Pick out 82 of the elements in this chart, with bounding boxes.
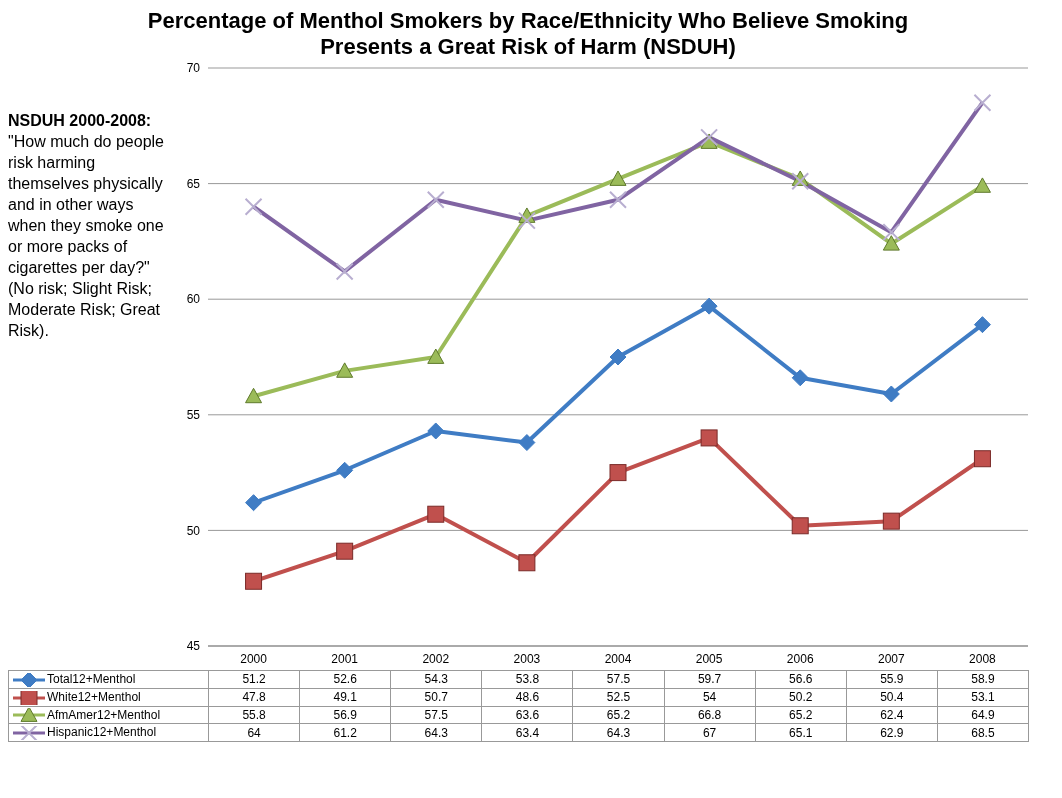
data-label: 57.5 bbox=[390, 706, 482, 724]
data-label: 64.3 bbox=[390, 723, 482, 742]
point bbox=[427, 505, 445, 523]
data-label: 53.1 bbox=[937, 688, 1029, 707]
point bbox=[882, 235, 900, 251]
point bbox=[336, 362, 354, 378]
data-label: 62.4 bbox=[846, 706, 938, 724]
data-label: 64.3 bbox=[572, 723, 665, 742]
point bbox=[609, 464, 627, 482]
point bbox=[882, 385, 900, 403]
data-label: 63.4 bbox=[481, 723, 573, 742]
legend-label: Hispanic12+Menthol bbox=[8, 723, 209, 742]
x-tick-label: 2006 bbox=[786, 651, 814, 666]
data-label: 56.6 bbox=[755, 670, 847, 689]
data-label: 65.2 bbox=[572, 706, 665, 724]
point bbox=[791, 517, 809, 535]
data-label: 53.8 bbox=[481, 670, 573, 689]
text: "How much do people risk harming themselves physically and in other ways when they smoke one or more packs of cigarettes per day?" (No risk; Slight Risk; Moderate Risk; Great Risk). bbox=[8, 133, 164, 339]
data-label: 64 bbox=[208, 723, 300, 742]
text: NSDUH 2000-2008: bbox=[8, 111, 153, 131]
point bbox=[973, 316, 991, 334]
y-tick-label: 65 bbox=[186, 176, 201, 191]
point bbox=[973, 177, 991, 193]
x-tick-label: 2000 bbox=[240, 651, 268, 666]
x-tick-label: 2008 bbox=[969, 651, 997, 666]
data-label: 58.9 bbox=[937, 670, 1029, 689]
data-label: 50.7 bbox=[390, 688, 482, 707]
point bbox=[609, 170, 627, 186]
data-label: 61.2 bbox=[299, 723, 391, 742]
x-tick-label: 2003 bbox=[513, 651, 541, 666]
point bbox=[791, 369, 809, 387]
point bbox=[882, 512, 900, 530]
point bbox=[336, 461, 354, 479]
legend-label: Total12+Menthol bbox=[8, 670, 209, 689]
data-label: 64.9 bbox=[937, 706, 1029, 724]
point bbox=[973, 450, 991, 468]
data-label: 57.5 bbox=[572, 670, 665, 689]
point bbox=[245, 387, 263, 404]
y-tick-label: 45 bbox=[186, 639, 201, 654]
data-label: 48.6 bbox=[481, 688, 573, 707]
data-label: 65.2 bbox=[755, 706, 847, 724]
point bbox=[700, 297, 718, 315]
data-label: 54.3 bbox=[390, 670, 482, 689]
legend-label: White12+Menthol bbox=[8, 688, 209, 707]
point bbox=[609, 348, 627, 366]
data-label: 56.9 bbox=[299, 706, 391, 724]
x-tick-label: 2004 bbox=[604, 651, 632, 666]
data-label: 47.8 bbox=[208, 688, 300, 707]
data-label: 65.1 bbox=[755, 723, 847, 742]
data-label: 67 bbox=[664, 723, 756, 742]
data-label: 66.8 bbox=[664, 706, 756, 724]
point bbox=[427, 422, 445, 440]
legend-label: AfmAmer12+Menthol bbox=[8, 706, 209, 724]
data-label: 50.2 bbox=[755, 688, 847, 707]
data-label: 50.4 bbox=[846, 688, 938, 707]
data-label: 54 bbox=[664, 688, 756, 707]
y-tick-label: 60 bbox=[186, 292, 201, 307]
data-label: 55.8 bbox=[208, 706, 300, 724]
y-tick-label: 50 bbox=[186, 523, 201, 538]
data-label: 63.6 bbox=[481, 706, 573, 724]
y-tick-label: 55 bbox=[186, 408, 201, 423]
point bbox=[700, 429, 718, 447]
point bbox=[245, 494, 263, 512]
point bbox=[336, 542, 354, 560]
data-label: 51.2 bbox=[208, 670, 300, 689]
point bbox=[518, 434, 536, 452]
data-label: 62.9 bbox=[846, 723, 938, 742]
point bbox=[518, 554, 536, 572]
data-label: 59.7 bbox=[664, 670, 756, 689]
data-label: 52.6 bbox=[299, 670, 391, 689]
data-label: 49.1 bbox=[299, 688, 391, 707]
x-tick-label: 2005 bbox=[695, 651, 723, 666]
point bbox=[427, 348, 445, 364]
x-tick-label: 2001 bbox=[331, 651, 359, 666]
x-tick-label: 2007 bbox=[877, 651, 905, 666]
data-label: 55.9 bbox=[846, 670, 938, 689]
point bbox=[245, 572, 263, 590]
data-label: 52.5 bbox=[572, 688, 665, 707]
data-label: 68.5 bbox=[937, 723, 1029, 742]
chart-title: Percentage of Menthol Smokers by Race/Ethnicity Who Believe Smoking Presents a Great Risk of Harm (NSDUH) bbox=[146, 8, 910, 60]
x-tick-label: 2002 bbox=[422, 651, 450, 666]
y-tick-label: 70 bbox=[186, 61, 201, 76]
